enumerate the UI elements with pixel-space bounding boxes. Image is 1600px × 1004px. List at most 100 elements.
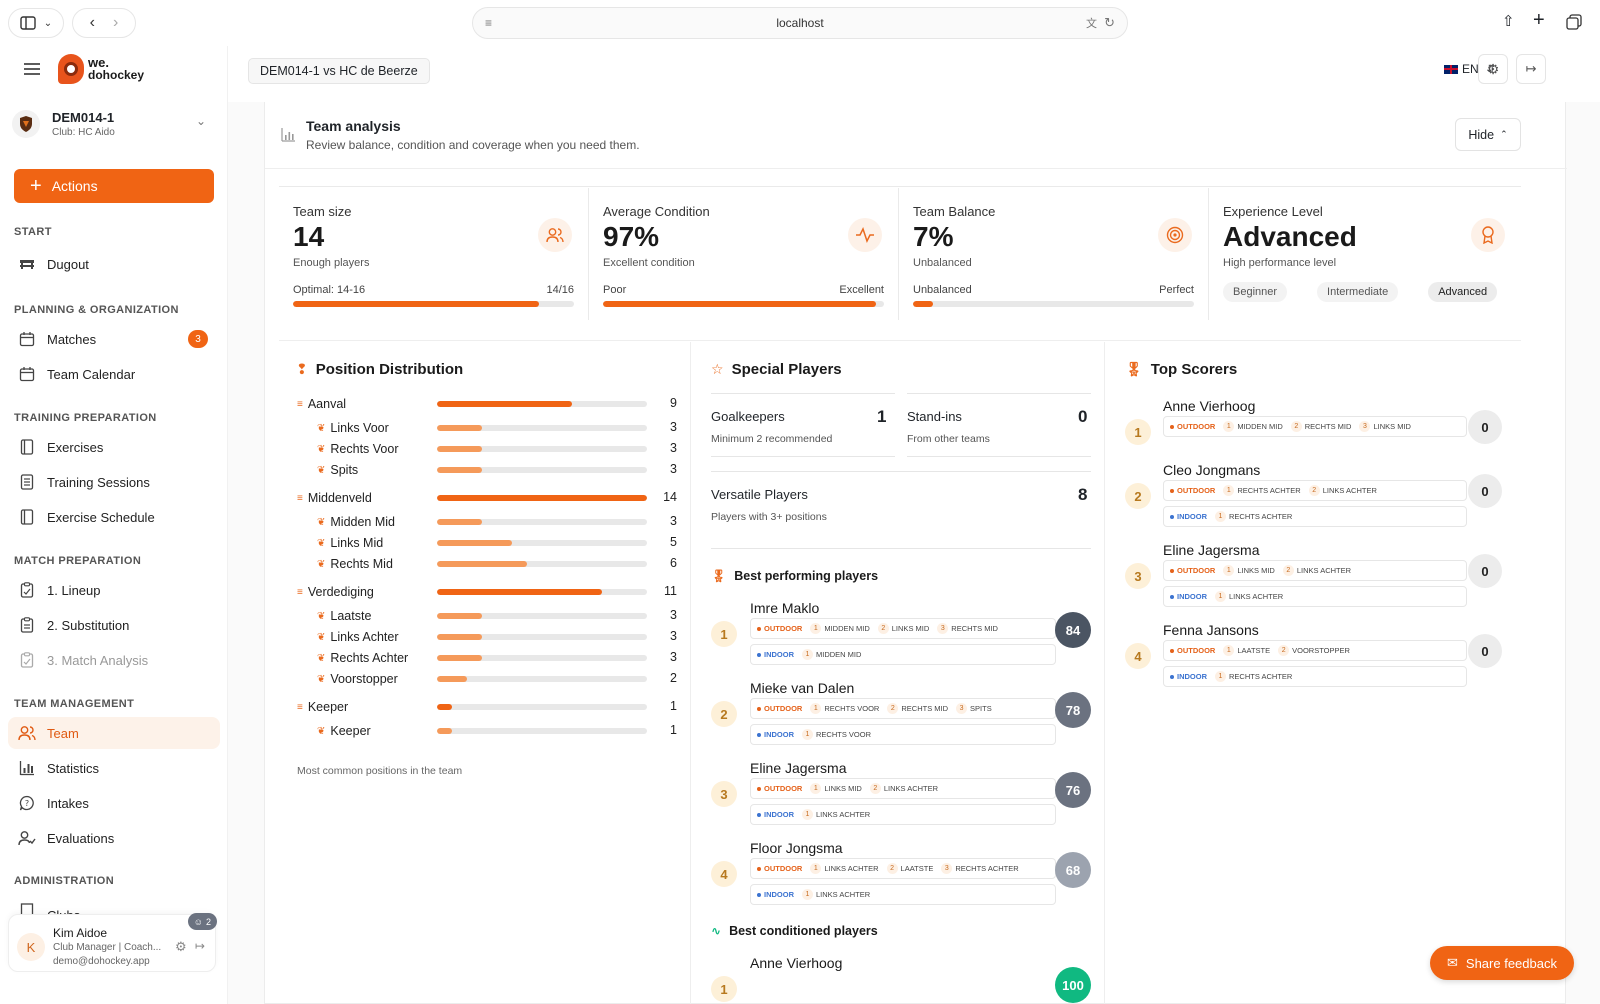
nav-dugout[interactable]: Dugout bbox=[8, 248, 220, 280]
nav-substitution[interactable]: 2. Substitution bbox=[8, 609, 220, 641]
position-tag: 2 RECHTS MID bbox=[887, 703, 948, 714]
location-type: INDOOR bbox=[1170, 672, 1207, 681]
player-name[interactable]: Eline Jagersma bbox=[1163, 542, 1260, 558]
forward-icon[interactable]: › bbox=[113, 14, 119, 31]
position-row: ❦ Laatste bbox=[317, 607, 371, 625]
position-tag: 1 RECHTS ACHTER bbox=[1215, 671, 1292, 682]
position-tag: 1 RECHTS ACHTER bbox=[1215, 511, 1292, 522]
book-icon bbox=[18, 438, 36, 456]
stat-value: 14 bbox=[293, 221, 325, 252]
building-icon bbox=[18, 902, 36, 918]
nav-clubs[interactable]: Clubs bbox=[8, 898, 220, 918]
reload-icon[interactable]: ↻ bbox=[1104, 15, 1115, 30]
share-icon[interactable]: ⇧ bbox=[1502, 13, 1515, 30]
position-count: 14 bbox=[663, 490, 677, 504]
stat-sub: Enough players bbox=[293, 257, 370, 269]
actions-button[interactable]: + Actions bbox=[14, 169, 214, 203]
rank-badge: 4 bbox=[1125, 643, 1151, 669]
position-tag: 3 RECHTS MID bbox=[937, 623, 998, 634]
position-tag: 3 RECHTS ACHTER bbox=[941, 863, 1019, 874]
position-count: 3 bbox=[670, 608, 677, 622]
hide-button[interactable]: Hide ⌃ bbox=[1455, 118, 1521, 151]
sidebar-toggle-button[interactable]: ⌄ bbox=[8, 8, 64, 38]
team-club: Club: HC Aido bbox=[52, 127, 115, 138]
nav-match-analysis[interactable]: 3. Match Analysis bbox=[8, 644, 220, 676]
player-name[interactable]: Anne Vierhoog bbox=[1163, 398, 1256, 414]
chevron-down-icon: ⌄ bbox=[43, 17, 53, 29]
stat-sub: High performance level bbox=[1223, 257, 1337, 269]
indoor-positions: INDOOR 1 RECHTS ACHTER bbox=[1163, 506, 1467, 527]
player-name[interactable]: Cleo Jongmans bbox=[1163, 462, 1261, 478]
new-tab-icon[interactable]: + bbox=[1533, 9, 1545, 31]
link-icon: ❦ bbox=[317, 652, 326, 664]
nav-team[interactable]: Team bbox=[8, 717, 220, 749]
player-name[interactable]: Floor Jongsma bbox=[750, 840, 843, 856]
position-label: Spits bbox=[330, 463, 359, 477]
clipboard-check-icon bbox=[18, 651, 36, 669]
position-row: ❦ Keeper bbox=[317, 722, 371, 740]
language-selector[interactable]: EN ⇵ bbox=[1444, 62, 1495, 76]
score-badge: 76 bbox=[1055, 772, 1091, 808]
book-icon bbox=[18, 508, 36, 526]
position-tag: 2 VOORSTOPPER bbox=[1278, 645, 1350, 656]
position-tag: 1 LINKS ACHTER bbox=[810, 863, 879, 874]
position-bar bbox=[437, 495, 647, 501]
nav-intakes[interactable]: ? Intakes bbox=[8, 787, 220, 819]
nav-evaluations[interactable]: Evaluations bbox=[8, 822, 220, 854]
nav-matches[interactable]: Matches 3 bbox=[8, 323, 220, 355]
player-name[interactable]: Anne Vierhoog bbox=[750, 955, 843, 971]
app-logo[interactable]: we. dohockey bbox=[58, 54, 144, 84]
message-icon: ✉ bbox=[1447, 955, 1458, 970]
translate-icon[interactable]: 文 bbox=[1086, 18, 1097, 30]
nav-label: 3. Match Analysis bbox=[47, 652, 149, 668]
standins-label: Stand-ins bbox=[907, 409, 962, 424]
position-row: ❦ Spits bbox=[317, 461, 358, 479]
link-icon: ❦ bbox=[317, 422, 326, 434]
logo-text-top: we. bbox=[88, 55, 109, 70]
progress-bar bbox=[603, 301, 884, 307]
position-bar-fill bbox=[437, 634, 482, 640]
link-icon: ❦ bbox=[317, 464, 326, 476]
position-row: ❦ Midden Mid bbox=[317, 513, 395, 531]
player-name[interactable]: Fenna Jansons bbox=[1163, 622, 1259, 638]
address-bar[interactable]: ≡ localhost 文 ↻ bbox=[472, 7, 1128, 39]
player-name[interactable]: Imre Maklo bbox=[750, 600, 820, 616]
back-icon[interactable]: ‹ bbox=[89, 14, 95, 31]
position-count: 3 bbox=[670, 462, 677, 476]
nav-statistics[interactable]: Statistics bbox=[8, 752, 220, 784]
position-tag: 2 LINKS ACHTER bbox=[1282, 565, 1351, 576]
position-label: Rechts Mid bbox=[330, 557, 393, 571]
experience-levels: Beginner Intermediate Advanced bbox=[1223, 282, 1498, 302]
nav-exercise-schedule[interactable]: Exercise Schedule bbox=[8, 501, 220, 533]
user-card[interactable]: K Kim Aidoe Club Manager | Coach... demo… bbox=[8, 913, 217, 972]
divider bbox=[907, 456, 1091, 457]
location-type: INDOOR bbox=[1170, 512, 1207, 521]
team-crest-icon bbox=[12, 110, 40, 138]
score-badge: 68 bbox=[1055, 852, 1091, 888]
tabs-overview-icon[interactable] bbox=[1566, 14, 1582, 30]
player-name[interactable]: Mieke van Dalen bbox=[750, 680, 855, 696]
stat-label: Team size bbox=[293, 204, 352, 219]
nav-training-sessions[interactable]: Training Sessions bbox=[8, 466, 220, 498]
position-bar bbox=[437, 613, 647, 619]
logout-icon[interactable]: ↦ bbox=[195, 939, 206, 953]
position-tag: 2 LAATSTE bbox=[886, 863, 933, 874]
avatar: K bbox=[17, 933, 45, 961]
nav-team-calendar[interactable]: Team Calendar bbox=[8, 358, 220, 390]
user-email: demo@dohockey.app bbox=[53, 956, 150, 967]
hamburger-menu-icon[interactable] bbox=[23, 62, 41, 76]
nav-lineup[interactable]: 1. Lineup bbox=[8, 574, 220, 606]
position-count: 3 bbox=[670, 420, 677, 434]
team-switcher[interactable]: DEM014-1 Club: HC Aido ⌄ bbox=[12, 102, 212, 146]
user-name: Kim Aidoe bbox=[53, 926, 108, 940]
gear-icon[interactable]: ⚙ bbox=[175, 939, 187, 954]
nav-exercises[interactable]: Exercises bbox=[8, 431, 220, 463]
breadcrumb[interactable]: DEM014-1 vs HC de Beerze bbox=[248, 58, 430, 84]
logout-button[interactable]: ↦ bbox=[1516, 54, 1546, 84]
settings-button[interactable]: ⚙ bbox=[1478, 54, 1508, 84]
player-name[interactable]: Eline Jagersma bbox=[750, 760, 847, 776]
page-menu-icon[interactable]: ≡ bbox=[485, 16, 493, 30]
share-feedback-button[interactable]: ✉ Share feedback bbox=[1430, 946, 1574, 980]
sidebar-icon bbox=[20, 16, 36, 30]
position-distribution-title: ❢ Position Distribution bbox=[296, 361, 464, 378]
